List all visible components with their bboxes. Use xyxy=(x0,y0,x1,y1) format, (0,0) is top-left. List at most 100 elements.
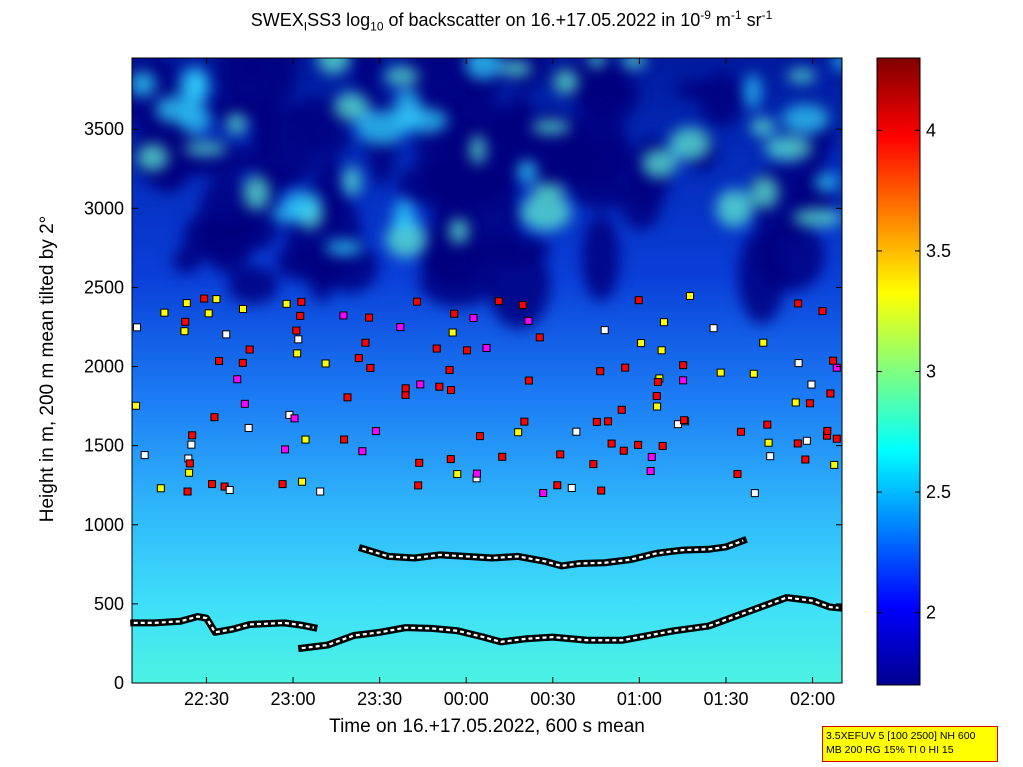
bright-patch xyxy=(531,119,571,135)
bright-patch xyxy=(448,218,469,245)
bright-patch xyxy=(465,58,502,80)
bright-patch xyxy=(782,103,830,135)
colorbar-tick-label: 3.5 xyxy=(926,241,951,261)
cloud-marker xyxy=(183,487,192,496)
cloud-marker xyxy=(296,311,305,320)
cloud-marker xyxy=(794,299,803,308)
layer-line-inner xyxy=(361,539,744,568)
cloud-marker xyxy=(793,439,802,448)
title-superscript: -1 xyxy=(761,8,773,22)
cloud-marker xyxy=(365,313,374,322)
cloud-marker xyxy=(233,375,242,384)
bright-patch xyxy=(283,190,322,215)
info-line-2: MB 200 RG 15% TI 0 HI 15 xyxy=(826,744,954,756)
layer-line-inner xyxy=(301,596,839,650)
cloud-marker xyxy=(604,417,613,426)
cloud-marker xyxy=(281,445,290,454)
title-part: sr xyxy=(741,10,762,30)
cloud-marker xyxy=(823,426,832,435)
y-tick-label: 500 xyxy=(94,594,124,614)
title-part: SS3 log xyxy=(307,10,371,30)
bright-patch xyxy=(136,143,169,172)
y-axis-label: Height in m, 200 m mean tilted by 2° xyxy=(37,215,58,523)
cloud-marker xyxy=(371,427,380,436)
bright-patch xyxy=(183,141,227,156)
cloud-marker xyxy=(210,413,219,422)
cloud-marker xyxy=(200,294,209,303)
cloud-marker xyxy=(238,358,247,367)
cloud-marker xyxy=(680,416,689,425)
cloud-marker xyxy=(685,291,694,300)
bright-patch xyxy=(744,73,761,110)
cloud-marker xyxy=(832,363,841,372)
bright-patch xyxy=(155,95,190,123)
bright-patch xyxy=(317,58,350,75)
cloud-marker xyxy=(222,330,231,339)
dark-patch xyxy=(738,228,786,324)
colorbar-tick-label: 3 xyxy=(926,362,936,382)
cloud-marker xyxy=(807,380,816,389)
cloud-marker xyxy=(131,401,140,410)
cloud-marker xyxy=(637,339,646,348)
cloud-marker xyxy=(482,343,491,352)
cloud-marker xyxy=(278,480,287,489)
dark-patch xyxy=(452,85,501,147)
settings-info-box: 3.5XEFUV 5 [100 2500] NH 600 MB 200 RG 1… xyxy=(822,726,998,762)
bright-patch xyxy=(787,68,816,84)
cloud-marker xyxy=(140,451,149,460)
cloud-marker xyxy=(830,460,839,469)
dark-patch xyxy=(227,265,279,304)
cloud-marker xyxy=(679,376,688,385)
bright-patch xyxy=(669,127,711,161)
bright-patch xyxy=(243,175,270,210)
cloud-marker xyxy=(766,452,775,461)
bright-patch xyxy=(588,58,605,69)
bright-patch xyxy=(642,148,678,179)
chart-title: SWEXISS3 log10 of backscatter on 16.+17.… xyxy=(0,8,1023,34)
cloud-marker xyxy=(634,440,643,449)
cloud-marker xyxy=(401,384,410,393)
cloud-marker xyxy=(679,361,688,370)
cloud-marker xyxy=(498,452,507,461)
cloud-marker xyxy=(361,338,370,347)
bright-patch xyxy=(393,89,422,127)
cloud-marker xyxy=(432,344,441,353)
dark-patch xyxy=(581,214,620,302)
cloud-marker xyxy=(180,327,189,336)
cloud-marker xyxy=(301,435,310,444)
x-tick-label: 23:30 xyxy=(357,689,402,709)
cloud-marker xyxy=(736,427,745,436)
cloud-marker xyxy=(802,436,811,445)
y-tick-label: 1000 xyxy=(84,515,124,535)
cloud-marker xyxy=(343,393,352,402)
cloud-marker xyxy=(733,469,742,478)
cloud-marker xyxy=(160,308,169,317)
cloud-marker xyxy=(282,299,291,308)
cloud-marker xyxy=(653,377,662,386)
dark-patch xyxy=(567,76,633,111)
cloud-marker xyxy=(556,450,565,459)
cloud-marker xyxy=(414,481,423,490)
bright-patch xyxy=(750,117,776,137)
cloud-marker xyxy=(567,483,576,492)
dark-patch xyxy=(172,247,202,274)
cloud-marker xyxy=(600,326,609,335)
cloud-marker xyxy=(619,446,628,455)
x-tick-label: 02:00 xyxy=(790,689,835,709)
cloud-marker xyxy=(185,459,194,468)
y-tick-label: 1500 xyxy=(84,436,124,456)
cloud-marker xyxy=(339,311,348,320)
bright-patch xyxy=(793,208,842,227)
cloud-marker xyxy=(518,301,527,310)
dark-patch xyxy=(237,58,267,78)
bright-patch xyxy=(764,135,812,161)
cloud-marker xyxy=(238,304,247,313)
dark-patch xyxy=(416,171,495,200)
cloud-marker xyxy=(447,386,456,395)
bright-patch xyxy=(333,92,369,121)
bright-patch xyxy=(393,199,416,234)
cloud-marker xyxy=(759,338,768,347)
cloud-markers xyxy=(131,291,841,498)
cloud-marker xyxy=(634,296,643,305)
